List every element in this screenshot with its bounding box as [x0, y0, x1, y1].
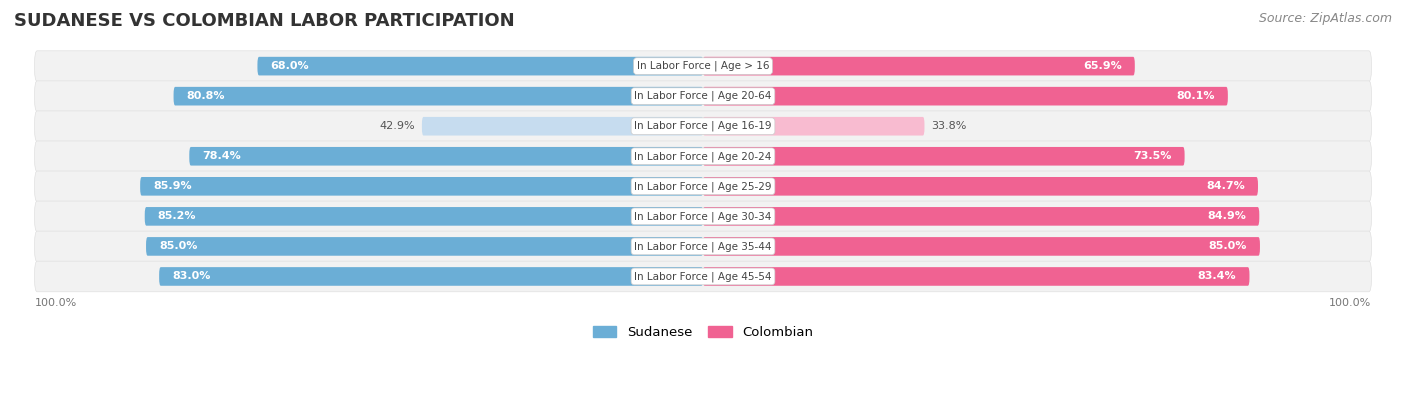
Text: SUDANESE VS COLOMBIAN LABOR PARTICIPATION: SUDANESE VS COLOMBIAN LABOR PARTICIPATIO… [14, 12, 515, 30]
FancyBboxPatch shape [35, 141, 1371, 171]
Text: 85.2%: 85.2% [157, 211, 197, 221]
FancyBboxPatch shape [422, 117, 703, 135]
Text: In Labor Force | Age 25-29: In Labor Force | Age 25-29 [634, 181, 772, 192]
Text: 73.5%: 73.5% [1133, 151, 1171, 161]
FancyBboxPatch shape [141, 177, 703, 196]
FancyBboxPatch shape [146, 237, 703, 256]
FancyBboxPatch shape [703, 207, 1260, 226]
FancyBboxPatch shape [257, 57, 703, 75]
Text: In Labor Force | Age 35-44: In Labor Force | Age 35-44 [634, 241, 772, 252]
Text: 78.4%: 78.4% [202, 151, 242, 161]
FancyBboxPatch shape [35, 171, 1371, 201]
Text: In Labor Force | Age 20-24: In Labor Force | Age 20-24 [634, 151, 772, 162]
FancyBboxPatch shape [35, 231, 1371, 262]
Text: 83.4%: 83.4% [1198, 271, 1236, 282]
Text: 85.9%: 85.9% [153, 181, 191, 191]
FancyBboxPatch shape [173, 87, 703, 105]
FancyBboxPatch shape [35, 51, 1371, 81]
FancyBboxPatch shape [703, 117, 925, 135]
Text: 85.0%: 85.0% [159, 241, 197, 251]
Text: 84.7%: 84.7% [1206, 181, 1244, 191]
Text: 100.0%: 100.0% [1329, 298, 1371, 308]
Text: In Labor Force | Age 20-64: In Labor Force | Age 20-64 [634, 91, 772, 102]
Text: 83.0%: 83.0% [173, 271, 211, 282]
Text: In Labor Force | Age 16-19: In Labor Force | Age 16-19 [634, 121, 772, 132]
FancyBboxPatch shape [703, 57, 1135, 75]
Text: 85.0%: 85.0% [1209, 241, 1247, 251]
FancyBboxPatch shape [703, 87, 1227, 105]
Text: 42.9%: 42.9% [380, 121, 415, 131]
Text: 100.0%: 100.0% [35, 298, 77, 308]
Text: In Labor Force | Age > 16: In Labor Force | Age > 16 [637, 61, 769, 71]
FancyBboxPatch shape [35, 111, 1371, 141]
FancyBboxPatch shape [35, 201, 1371, 232]
Text: Source: ZipAtlas.com: Source: ZipAtlas.com [1258, 12, 1392, 25]
Text: In Labor Force | Age 30-34: In Labor Force | Age 30-34 [634, 211, 772, 222]
Text: 33.8%: 33.8% [931, 121, 966, 131]
FancyBboxPatch shape [35, 261, 1371, 292]
Text: 80.8%: 80.8% [187, 91, 225, 101]
Legend: Sudanese, Colombian: Sudanese, Colombian [588, 320, 818, 344]
Text: 68.0%: 68.0% [270, 61, 309, 71]
Text: 65.9%: 65.9% [1083, 61, 1122, 71]
Text: In Labor Force | Age 45-54: In Labor Force | Age 45-54 [634, 271, 772, 282]
FancyBboxPatch shape [159, 267, 703, 286]
FancyBboxPatch shape [35, 81, 1371, 111]
FancyBboxPatch shape [703, 147, 1185, 166]
FancyBboxPatch shape [145, 207, 703, 226]
FancyBboxPatch shape [190, 147, 703, 166]
Text: 84.9%: 84.9% [1208, 211, 1246, 221]
FancyBboxPatch shape [703, 237, 1260, 256]
FancyBboxPatch shape [703, 177, 1258, 196]
Text: 80.1%: 80.1% [1177, 91, 1215, 101]
FancyBboxPatch shape [703, 267, 1250, 286]
